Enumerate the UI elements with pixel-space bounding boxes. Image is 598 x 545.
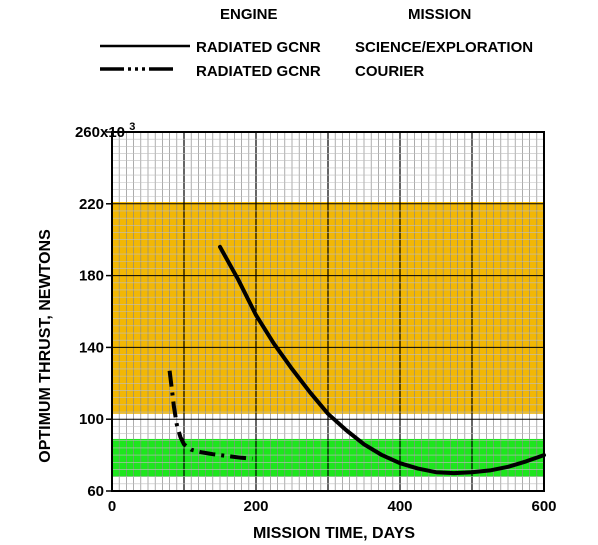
y-tick-label: 140 — [79, 339, 104, 356]
y-multiplier-exponent: 3 — [129, 121, 135, 133]
y-tick-label: 100 — [79, 411, 104, 428]
y-multiplier-base: x10 — [100, 124, 125, 141]
grid — [111, 131, 545, 492]
y-multiplier-label: x10 3 — [100, 121, 135, 141]
x-axis-label: MISSION TIME, DAYS — [253, 525, 415, 542]
y-tick-label: 260 — [75, 124, 100, 141]
y-tick-labels: 60 100 140 180 220 260 — [75, 124, 112, 500]
series-science-exploration-line — [218, 244, 546, 476]
legend-mission-2: COURIER — [355, 63, 424, 80]
y-tick-label: 220 — [79, 196, 104, 213]
series-courier-line — [167, 370, 253, 461]
legend-engine-header: ENGINE — [220, 6, 278, 23]
y-tick-label: 180 — [79, 268, 104, 285]
y-tick-label: 60 — [87, 483, 104, 500]
x-tick-labels: 0 200 400 600 — [108, 498, 557, 515]
x-tick-label: 400 — [387, 498, 412, 515]
legend-engine-2: RADIATED GCNR — [196, 63, 321, 80]
y-axis-label: OPTIMUM THRUST, NEWTONS — [37, 229, 54, 463]
curves — [167, 244, 546, 476]
legend-mission-header: MISSION — [408, 6, 471, 23]
legend-mission-1: SCIENCE/EXPLORATION — [355, 39, 533, 56]
plot-frame — [111, 131, 545, 492]
x-tick-label: 0 — [108, 498, 116, 515]
legend-engine-1: RADIATED GCNR — [196, 39, 321, 56]
x-tick-label: 200 — [243, 498, 268, 515]
x-tick-label: 600 — [531, 498, 556, 515]
